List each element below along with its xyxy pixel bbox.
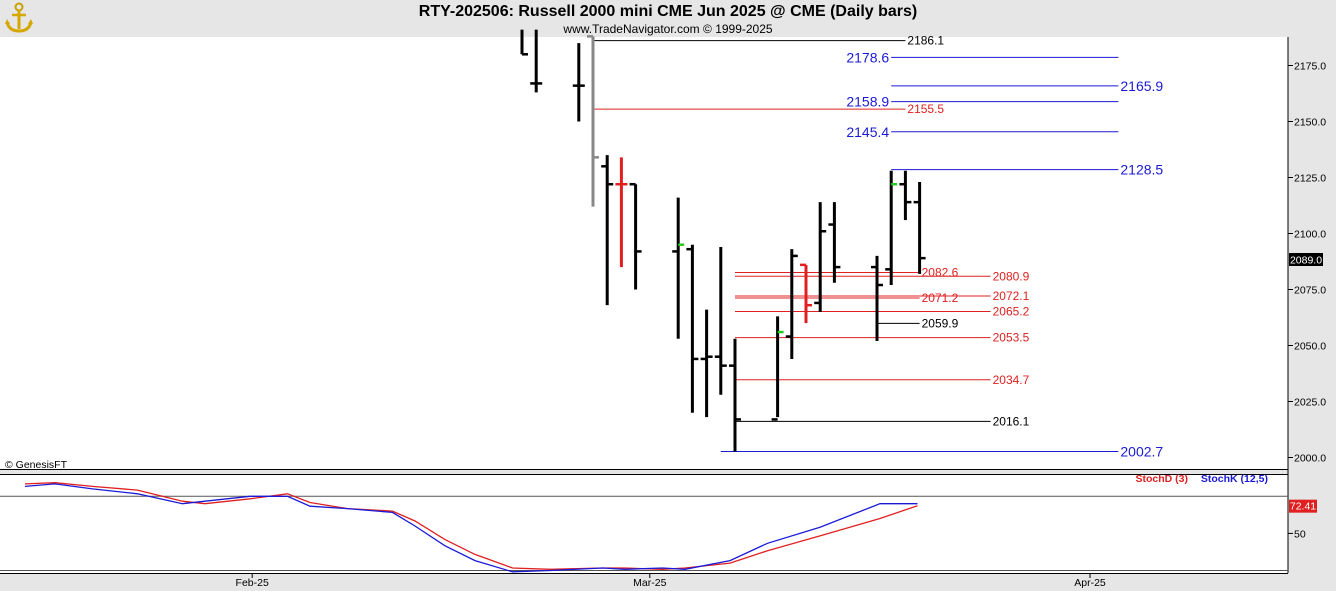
level-label: 2053.5 (993, 331, 1030, 345)
ohlc-bar (629, 182, 642, 290)
stochastic-tick-label: 50 (1294, 528, 1306, 540)
ohlc-bar (828, 202, 841, 283)
price-tick-label: 2150.0 (1294, 117, 1326, 129)
ohlc-bar (686, 244, 699, 413)
price-tick-label: 2175.0 (1294, 61, 1326, 73)
chart-subtitle: www.TradeNavigator.com © 1999-2025 (563, 22, 773, 36)
price-tick-label: 2000.0 (1294, 453, 1326, 465)
stochastic-reference-lines (0, 495, 1288, 572)
ohlc-bar (899, 170, 912, 221)
level-label: 2071.2 (922, 291, 959, 305)
level-label: 2002.7 (1120, 443, 1163, 459)
level-label: 2186.1 (907, 34, 944, 48)
ohlc-bar (913, 181, 926, 274)
ohlc-bar (587, 35, 599, 207)
price-tick-label: 2100.0 (1294, 229, 1326, 241)
ohlc-bar (714, 246, 727, 395)
price-tick-label: 2025.0 (1294, 397, 1326, 409)
ohlc-bar (601, 155, 614, 306)
ohlc-bar (785, 249, 798, 359)
price-tick-label: 2050.0 (1294, 341, 1326, 353)
stochastic-series-line (24, 483, 918, 573)
ohlc-bars (520, 29, 926, 452)
level-label: 2155.5 (907, 102, 944, 116)
stochastic-series-line (24, 482, 918, 570)
ohlc-bar (771, 316, 784, 421)
price-level-lines: 2186.1 2178.6 2165.9 2158.9 2155.5 2145.4 2128… (593, 34, 1163, 459)
time-axis-labels: Feb-25 Mar-25 Apr-25 (236, 573, 1106, 589)
last-price-tag: 2089.0 (1289, 253, 1323, 267)
genesis-watermark: © GenesisFT (5, 459, 68, 471)
level-label: 2059.9 (922, 316, 959, 330)
level-label: 2165.9 (1120, 78, 1163, 94)
time-tick-label: Apr-25 (1074, 577, 1106, 589)
legend-stochk: StochK (12,5) (1201, 473, 1268, 485)
ohlc-bar (530, 29, 543, 93)
ohlc-bar (700, 309, 713, 418)
ohlc-bar (520, 29, 528, 56)
price-tick-label: 2075.0 (1294, 285, 1326, 297)
last-price-label: 2089.0 (1290, 255, 1322, 267)
price-axis-ticks: 2000.0 2025.0 2050.0 2075.0 2100.0 2125.0 2150… (1288, 61, 1326, 465)
ohlc-bar (729, 338, 741, 452)
level-label: 2034.7 (993, 373, 1030, 387)
chart-header: RTY-202506: Russell 2000 mini CME Jun 20… (0, 0, 1336, 37)
ohlc-bar (800, 263, 812, 324)
ohlc-bar (885, 170, 898, 286)
ohlc-bar (814, 202, 827, 312)
stochastic-last-value-tag: 72.41 (1289, 499, 1317, 513)
level-label: 2072.1 (993, 289, 1030, 303)
ohlc-bar (615, 157, 628, 268)
stochastic-series-lines (24, 482, 918, 573)
level-label: 2080.9 (993, 269, 1030, 283)
level-label: 2016.1 (993, 414, 1030, 428)
legend-stochd: StochD (3) (1136, 473, 1189, 485)
level-label: 2158.9 (846, 94, 889, 110)
ohlc-bar (672, 197, 685, 339)
level-label: 2065.2 (993, 304, 1030, 318)
anchor-logo-icon (5, 2, 33, 33)
stochastic-axis-ticks: 50 (1288, 528, 1306, 540)
stochastic-last-value-label: 72.41 (1290, 501, 1316, 513)
level-label: 2082.6 (922, 265, 959, 279)
level-label: 2128.5 (1120, 162, 1163, 178)
chart-title: RTY-202506: Russell 2000 mini CME Jun 20… (418, 3, 918, 20)
time-tick-label: Feb-25 (236, 577, 269, 589)
ohlc-bar (871, 255, 883, 342)
time-tick-label: Mar-25 (633, 577, 666, 589)
stochastic-panel-background (0, 474, 1288, 573)
price-tick-label: 2125.0 (1294, 173, 1326, 185)
ohlc-bar (572, 43, 585, 122)
level-label: 2178.6 (846, 49, 889, 65)
level-label: 2145.4 (846, 124, 889, 140)
